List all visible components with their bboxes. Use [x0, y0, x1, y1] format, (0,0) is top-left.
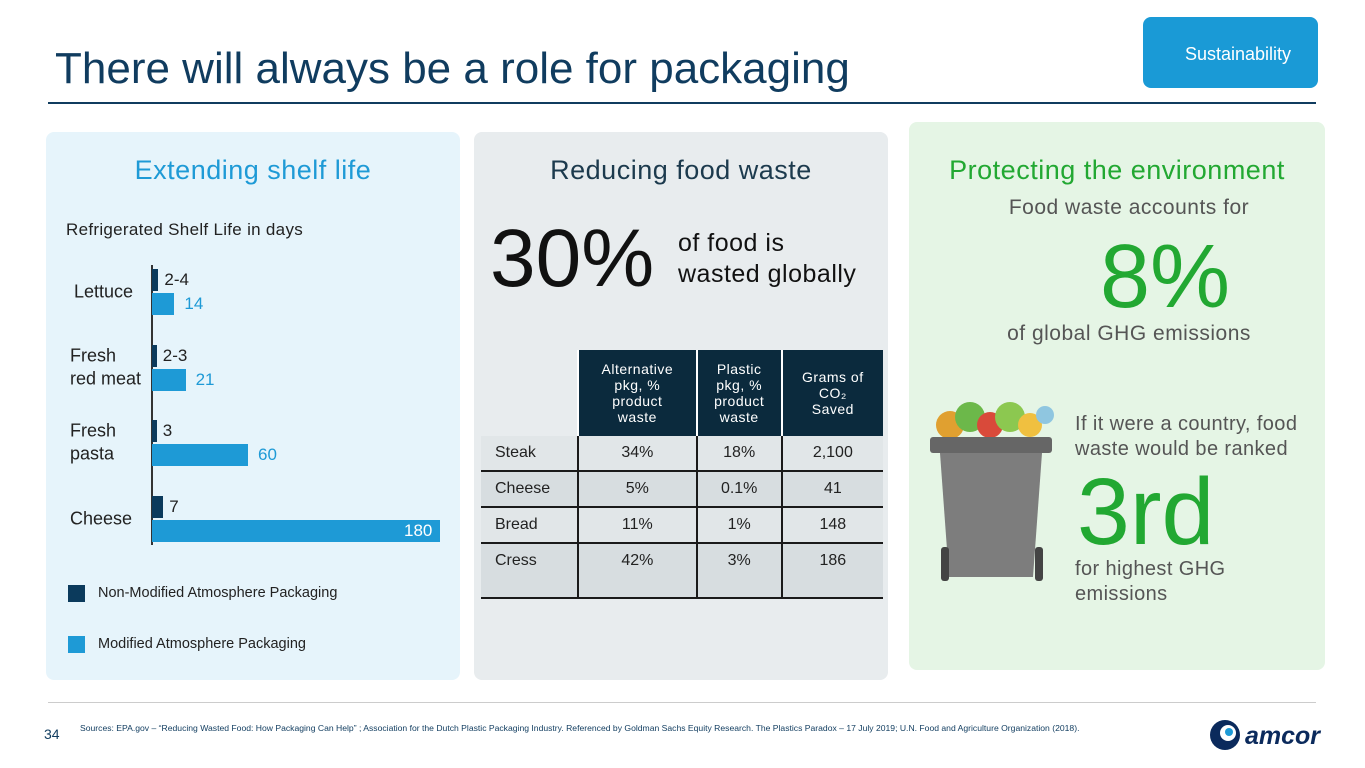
table-row: Bread 11% 1% 148: [481, 507, 883, 544]
rank-stat: 3rd: [1077, 459, 1215, 565]
table-header: Grams of CO₂ Saved: [780, 350, 883, 436]
page-number: 34: [44, 726, 60, 742]
panel-heading: Protecting the environment: [949, 155, 1285, 185]
logo: amcor: [1245, 722, 1321, 750]
table-cell: 5%: [577, 471, 697, 508]
environment-panel: [909, 122, 1325, 670]
legend-label: Modified Atmosphere Packaging: [98, 636, 306, 652]
table-cell: 42%: [577, 543, 697, 599]
table-row: Cress 42% 3% 186: [481, 543, 883, 599]
category-label: Fresh red meat: [70, 345, 142, 389]
table-row: Steak 34% 18% 2,100: [481, 436, 883, 472]
table-row: Cheese 5% 0.1% 41: [481, 471, 883, 508]
value-label: 180: [404, 521, 433, 540]
rank-intro: If it were a country, food waste would b…: [1075, 413, 1298, 460]
table-header: Alternative pkg, % product waste: [577, 350, 697, 436]
table-cell: 18%: [695, 436, 782, 472]
stat-text: of food is wasted globally: [678, 229, 857, 289]
legend-label: Non-Modified Atmosphere Packaging: [98, 585, 338, 601]
value-label: 60: [258, 445, 277, 464]
table-cell: 3%: [695, 543, 782, 599]
bar: [152, 345, 157, 367]
table-cell: 34%: [577, 436, 697, 472]
corner-cell: [481, 350, 578, 436]
chart-subtitle: Refrigerated Shelf Life in days: [66, 220, 304, 239]
value-label: 7: [169, 497, 179, 516]
section-tag: Sustainability: [1143, 17, 1318, 88]
bin-illustration: [930, 402, 1054, 581]
bar: [152, 420, 157, 442]
table-cell: 41: [780, 471, 883, 508]
bar: [152, 496, 164, 518]
table-cell: 2,100: [780, 436, 883, 472]
category-label: Lettuce: [74, 281, 134, 302]
legend-swatch: [68, 636, 85, 653]
table-cell: Steak: [481, 436, 578, 472]
bar: [152, 520, 440, 542]
rank-text: for highest GHG emissions: [1075, 558, 1226, 605]
panel-heading: Reducing food waste: [550, 155, 812, 185]
footer-rule: [48, 702, 1316, 703]
bar-chart: [0, 0, 1, 1]
value-label: 21: [195, 370, 215, 389]
table-header: Plastic pkg, % product waste: [695, 350, 782, 436]
table-cell: 0.1%: [695, 471, 782, 508]
table-cell: Cheese: [481, 471, 578, 508]
bar: [152, 369, 186, 391]
category-label: Cheese: [70, 508, 133, 529]
big-stat: 30%: [490, 213, 655, 304]
axis-line: [151, 265, 153, 545]
table-cell: 186: [780, 543, 883, 599]
waste-table: Alternative pkg, % product waste Plastic…: [481, 350, 883, 599]
table-cell: 1%: [695, 507, 782, 544]
intro-text: Food waste accounts for: [1008, 196, 1250, 219]
table-cell: 11%: [577, 507, 697, 544]
table-cell: 148: [780, 507, 883, 544]
panel-heading: Extending shelf life: [134, 155, 372, 185]
logo-mark: [1210, 720, 1240, 750]
bar: [152, 444, 248, 466]
shelf-life-panel: [46, 132, 460, 680]
table-cell: Cress: [481, 543, 578, 599]
legend-swatch: [68, 585, 85, 602]
title-rule: [48, 102, 1316, 104]
bar: [152, 293, 175, 315]
value-label: 2-3: [162, 346, 188, 365]
value-label: 2-4: [164, 270, 189, 289]
stat-text: of global GHG emissions: [1007, 322, 1251, 345]
table-cell: Bread: [481, 507, 578, 544]
bar: [152, 269, 159, 291]
sources: Sources: EPA.gov – “Reducing Wasted Food…: [80, 723, 1080, 733]
category-label: Fresh pasta: [70, 420, 117, 464]
value-label: 14: [184, 294, 204, 313]
big-stat: 8%: [1100, 227, 1231, 327]
slide-title: There will always be a role for packagin…: [55, 44, 850, 93]
value-label: 3: [162, 421, 173, 440]
